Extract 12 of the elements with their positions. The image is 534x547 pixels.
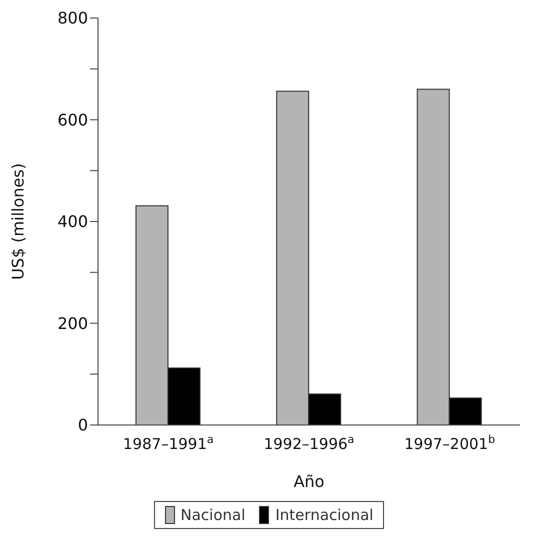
legend-label: Nacional <box>180 506 246 524</box>
y-tick-label: 800 <box>57 8 88 28</box>
x-axis-title: Año <box>294 472 324 491</box>
legend-label: Internacional <box>274 506 374 524</box>
x-tick-label: 1987–1991$^{a}$ <box>123 432 214 453</box>
y-tick-label: 0 <box>78 416 88 435</box>
y-tick-label: 400 <box>57 212 88 232</box>
x-tick-label: 1997–2001$^{b}$ <box>404 432 496 453</box>
y-axis-title: US$ (millones) <box>8 163 28 280</box>
y-tick-label: 600 <box>57 110 88 130</box>
x-tick-label: 1992–1996$^{a}$ <box>264 432 354 453</box>
y-tick-label: 200 <box>57 314 88 333</box>
